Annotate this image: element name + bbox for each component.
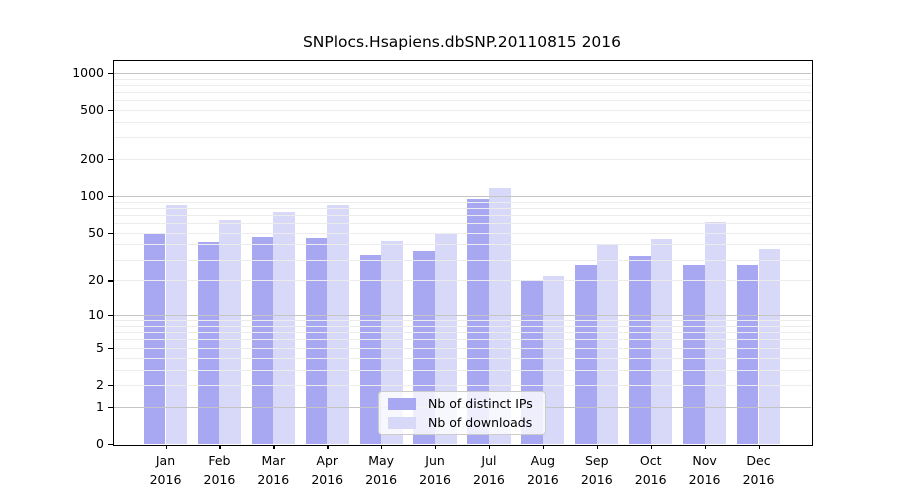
legend-label-ips: Nb of distinct IPs (428, 396, 533, 411)
x-axis-tick-label: Nov 2016 (688, 453, 721, 487)
gridline-minor (113, 325, 811, 327)
x-axis-tick (704, 445, 706, 450)
x-axis-tick (758, 445, 760, 450)
y-axis-tick (108, 444, 113, 446)
y-axis-tick-label: 50 (88, 224, 104, 240)
legend-swatch-downloads (388, 416, 416, 429)
gridline-minor (113, 332, 811, 334)
gridline-minor (113, 223, 811, 225)
x-axis-tick-label: Dec 2016 (742, 453, 775, 487)
gridline-minor (113, 384, 811, 386)
gridline-minor (113, 121, 811, 123)
x-axis-tick-label: Apr 2016 (311, 453, 344, 487)
x-axis-tick (219, 445, 221, 450)
gridline-minor (113, 207, 811, 209)
y-axis-tick-label: 5 (96, 339, 104, 355)
bar-ips-sep (575, 264, 597, 444)
gridline-minor (113, 78, 811, 80)
bar-downloads-sep (596, 244, 619, 444)
x-axis-tick-label: Jul 2016 (473, 453, 505, 487)
bar-downloads-oct (650, 239, 673, 444)
x-axis-tick-label: Jun 2016 (419, 453, 451, 487)
legend-label-downloads: Nb of downloads (428, 415, 533, 430)
bar-ips-feb (197, 241, 220, 444)
x-axis-tick-label: Jan 2016 (149, 453, 182, 487)
y-axis-tick (108, 280, 113, 282)
gridline-minor (113, 347, 811, 349)
legend-item-downloads: Nb of downloads (379, 415, 545, 430)
x-axis-tick (650, 445, 652, 450)
y-axis-tick-label: 2 (96, 376, 104, 392)
x-axis-tick (273, 445, 275, 450)
y-axis-tick (108, 315, 113, 317)
y-axis-tick-label: 20 (88, 272, 104, 288)
gridline-minor (113, 280, 811, 282)
y-axis-tick (108, 196, 113, 198)
bar-ips-jan (143, 232, 166, 444)
gridline-major (113, 72, 811, 74)
bar-ips-nov (682, 264, 705, 444)
x-axis-tick (327, 445, 329, 450)
x-axis-tick (542, 445, 545, 450)
y-axis-tick (108, 384, 113, 387)
gridline-minor (113, 259, 811, 261)
chart-legend: Nb of distinct IPs Nb of downloads (378, 391, 546, 435)
gridline-minor (113, 110, 811, 112)
bar-ips-may (359, 254, 382, 444)
legend-item-distinct-ips: Nb of distinct IPs (379, 396, 545, 411)
x-axis-tick-label: May 2016 (365, 453, 398, 487)
x-axis-tick (488, 445, 491, 450)
bar-downloads-dec (758, 248, 781, 444)
chart-title: SNPlocs.Hsapiens.dbSNP.20110815 2016 (302, 33, 622, 51)
gridline-minor (113, 159, 811, 161)
gridline-minor (113, 100, 811, 102)
gridline-minor (113, 320, 811, 322)
bar-downloads-jan (165, 204, 188, 444)
y-axis-tick-label: 1000 (72, 64, 104, 80)
bar-ips-dec (736, 264, 759, 444)
y-axis-tick-label: 1 (96, 398, 104, 414)
y-axis-tick (108, 406, 113, 409)
gridline-minor (113, 369, 811, 371)
gridline-major (113, 315, 811, 317)
y-axis-tick-label: 200 (80, 151, 104, 167)
gridline-minor (113, 244, 811, 246)
bar-downloads-feb (219, 219, 241, 444)
x-axis-tick (596, 445, 599, 450)
bar-downloads-mar (273, 212, 295, 444)
y-axis-tick-label: 0 (96, 436, 104, 451)
y-axis-tick (108, 347, 113, 350)
gridline-minor (113, 91, 811, 93)
bar-ips-mar (251, 237, 274, 444)
bar-downloads-aug (542, 275, 565, 444)
gridline-minor (113, 339, 811, 341)
gridline-minor (113, 137, 811, 139)
bar-ips-apr (305, 238, 328, 444)
x-axis-tick (435, 445, 437, 450)
x-axis-tick-label: Oct 2016 (634, 453, 667, 487)
gridline-minor (113, 84, 811, 86)
y-axis-tick (108, 110, 113, 112)
y-axis-tick-label: 500 (80, 102, 104, 118)
y-axis-tick (108, 72, 113, 75)
y-axis-tick (108, 232, 113, 235)
x-axis-tick-label: Aug 2016 (526, 453, 559, 487)
bar-downloads-apr (327, 205, 349, 444)
y-axis-tick-label: 10 (88, 307, 104, 323)
gridline-minor (113, 201, 811, 203)
legend-swatch-ips (388, 397, 416, 410)
y-axis-tick-label: 100 (80, 188, 104, 204)
x-axis-tick-label: Mar 2016 (257, 453, 290, 487)
x-axis-tick (381, 445, 383, 450)
gridline-minor (113, 357, 811, 359)
x-axis-tick-label: Feb 2016 (203, 453, 236, 487)
bar-ips-oct (629, 256, 651, 444)
gridline-minor (113, 214, 811, 216)
x-axis-tick (165, 445, 167, 450)
gridline-major (113, 196, 811, 198)
y-axis-tick (108, 159, 113, 161)
gridline-minor (113, 232, 811, 234)
x-axis-tick-label: Sep 2016 (580, 453, 613, 487)
